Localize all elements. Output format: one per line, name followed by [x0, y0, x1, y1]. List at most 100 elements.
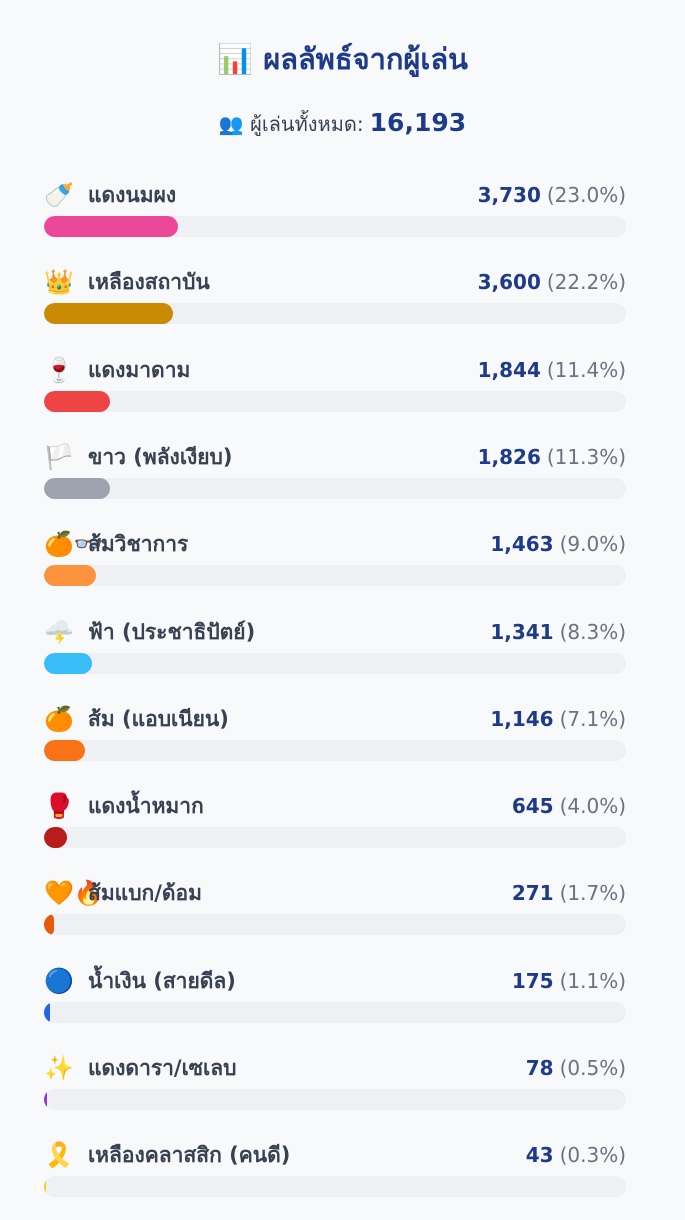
result-row: 🍷 แดงมาดาม 1,844 (11.4%)	[44, 355, 626, 435]
result-row: 🍼 แดงนมผง 3,730 (23.0%)	[44, 180, 626, 260]
result-value: 1,341 (8.3%)	[490, 617, 626, 647]
title: 📊 ผลลัพธ์จากผู้เล่น	[217, 42, 468, 76]
result-name: ส้มแบก/ด้อม	[88, 881, 203, 906]
share-bar	[44, 1001, 51, 1023]
bar-track	[44, 216, 626, 237]
share-bar	[44, 1089, 47, 1110]
result-name: น้ำเงิน (สายดีล)	[88, 968, 236, 993]
result-icon: 🎗️	[44, 1141, 74, 1170]
result-share: (1.7%)	[559, 881, 626, 906]
total-value: 16,193	[369, 108, 467, 137]
result-row: 🔵 น้ำเงิน (สายดีล) 175 (1.1%)	[44, 966, 626, 1046]
result-name: แดงดารา/เซเลบ	[88, 1056, 237, 1080]
result-share: (23.0%)	[546, 183, 626, 207]
result-row: 🍊👓 ส้มวิชาการ 1,463 (9.0%)	[44, 529, 626, 609]
share-bar	[44, 477, 110, 499]
result-row: 🍊 ส้ม (แอบเนียน) 1,146 (7.1%)	[44, 704, 626, 784]
result-icon: 🏳️	[44, 442, 74, 471]
result-share: (1.1%)	[559, 968, 626, 993]
result-share: (9.0%)	[559, 532, 626, 557]
result-value: 1,146 (7.1%)	[490, 704, 626, 734]
result-share: (11.3%)	[546, 444, 626, 469]
result-share: (7.1%)	[559, 706, 626, 731]
result-icon: 🍼	[44, 181, 74, 209]
result-icon: 🧡🔥	[44, 879, 104, 908]
result-row: 🎗️ เหลืองคลาสสิก (คนดี) 43 (0.3%)	[44, 1140, 626, 1220]
result-count: 1,341	[490, 619, 554, 644]
total: 👥 ผู้เล่นทั้งหมด: 16,193	[0, 108, 685, 140]
result-share: (22.2%)	[546, 270, 626, 295]
result-row: ✨ แดงดารา/เซเลบ 78 (0.5%)	[44, 1053, 626, 1133]
result-value: 3,600 (22.2%)	[478, 267, 626, 297]
result-count: 1,463	[490, 532, 554, 557]
share-bar	[44, 739, 86, 761]
bar-track	[44, 827, 626, 849]
result-count: 271	[511, 881, 554, 906]
result-icon: 🔵	[44, 966, 74, 995]
result-row: 🏳️ ขาว (พลังเงียบ) 1,826 (11.3%)	[44, 442, 626, 522]
share-bar	[44, 216, 178, 237]
result-count: 645	[511, 794, 554, 819]
bar-track	[44, 1089, 626, 1110]
result-count: 3,600	[477, 270, 541, 295]
result-row: 🥊 แดงน้ำหมาก 645 (4.0%)	[44, 791, 626, 871]
result-count: 3,730	[477, 183, 541, 207]
bar-track	[44, 1001, 626, 1023]
result-icon: ✨	[44, 1054, 74, 1082]
result-name: ฟ้า (ประชาธิปัตย์)	[88, 619, 256, 644]
result-value: 175 (1.1%)	[512, 966, 626, 996]
result-icon: 🍷	[44, 355, 74, 384]
result-count: 1,826	[477, 444, 541, 469]
share-bar	[44, 827, 68, 849]
result-name: เหลืองสถาบัน	[88, 270, 210, 295]
bar-track	[44, 303, 626, 325]
result-icon: 🍊	[44, 704, 74, 733]
bar-track	[44, 1176, 626, 1198]
result-name: แดงนมผง	[88, 183, 177, 207]
bar-track	[44, 565, 626, 587]
result-name: ส้ม (แอบเนียน)	[88, 706, 229, 731]
result-share: (8.3%)	[559, 619, 626, 644]
result-value: 1,844 (11.4%)	[478, 355, 626, 385]
bar-track	[44, 652, 626, 674]
result-value: 43 (0.3%)	[526, 1140, 626, 1170]
result-value: 3,730 (23.0%)	[478, 180, 626, 210]
result-count: 175	[511, 968, 554, 993]
share-bar	[44, 652, 93, 674]
result-count: 43	[525, 1143, 554, 1168]
result-row: 🌩️ ฟ้า (ประชาธิปัตย์) 1,341 (8.3%)	[44, 617, 626, 697]
result-value: 271 (1.7%)	[512, 878, 626, 908]
bar-track	[44, 914, 626, 936]
share-bar	[44, 914, 54, 936]
total-label: 👥 ผู้เล่นทั้งหมด:	[218, 112, 364, 136]
result-name: เหลืองคลาสสิก (คนดี)	[88, 1143, 291, 1168]
bar-track	[44, 477, 626, 499]
result-value: 645 (4.0%)	[512, 791, 626, 821]
result-count: 1,844	[477, 357, 541, 382]
result-name: ส้มวิชาการ	[88, 532, 189, 557]
result-count: 78	[525, 1056, 554, 1080]
result-icon: 👑	[44, 268, 74, 297]
result-icon: 🥊	[44, 792, 74, 821]
share-bar	[44, 390, 111, 412]
result-row: 🧡🔥 ส้มแบก/ด้อม 271 (1.7%)	[44, 878, 626, 958]
result-share: (11.4%)	[546, 357, 626, 382]
result-name: ขาว (พลังเงียบ)	[88, 444, 233, 469]
result-name: แดงมาดาม	[88, 357, 191, 382]
result-row: 👑 เหลืองสถาบัน 3,600 (22.2%)	[44, 267, 626, 347]
result-share: (0.5%)	[559, 1056, 626, 1080]
result-icon: 🌩️	[44, 617, 74, 646]
result-share: (4.0%)	[559, 794, 626, 819]
result-value: 78 (0.5%)	[526, 1053, 626, 1083]
result-share: (0.3%)	[559, 1143, 626, 1168]
result-value: 1,463 (9.0%)	[490, 529, 626, 559]
result-value: 1,826 (11.3%)	[478, 442, 626, 472]
share-bar	[44, 303, 174, 325]
result-count: 1,146	[490, 706, 554, 731]
bar-track	[44, 739, 626, 761]
result-name: แดงน้ำหมาก	[88, 794, 204, 819]
share-bar	[44, 1176, 46, 1198]
result-icon: 🍊👓	[44, 530, 104, 559]
bar-track	[44, 390, 626, 412]
